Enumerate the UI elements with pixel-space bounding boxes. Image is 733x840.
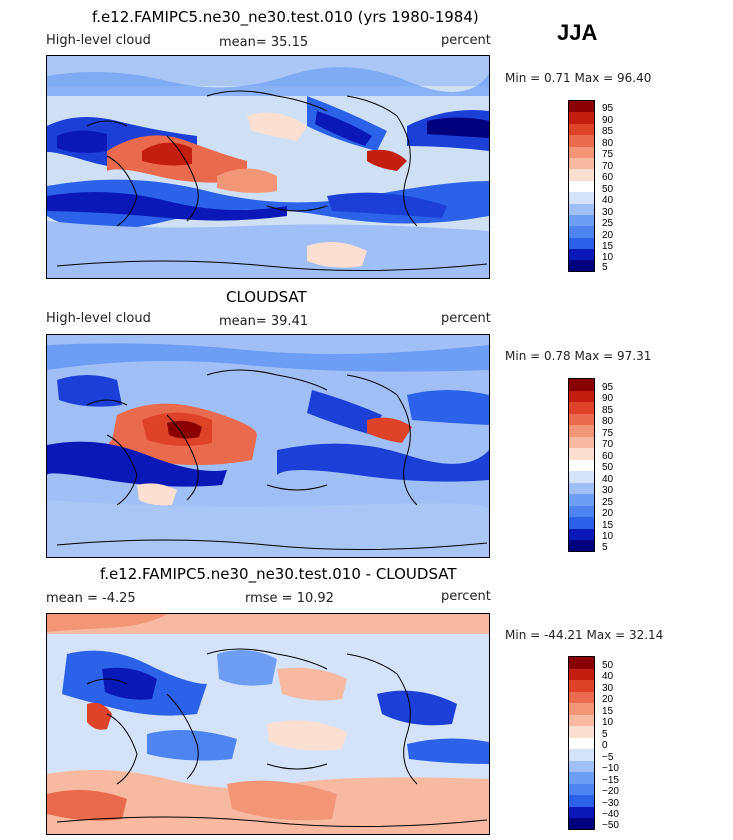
colorbar-tick-label: 50 <box>602 462 614 473</box>
colorbar-tick-label: 25 <box>602 497 614 508</box>
panel-1-left-label: High-level cloud <box>46 33 151 48</box>
colorbar-tick-label: 30 <box>602 485 614 496</box>
panel-2-map <box>46 334 490 558</box>
colorbar-tick-label: 60 <box>602 451 614 462</box>
colorbar-tick-label: −50 <box>602 820 619 831</box>
colorbar-tick-label: 20 <box>602 230 614 241</box>
panel-3-mean-label: mean = -4.25 <box>46 591 136 606</box>
colorbar-tick-label: 40 <box>602 474 614 485</box>
colorbar-tick-label: −5 <box>602 752 614 763</box>
panel-3-rmse-label: rmse = 10.92 <box>245 591 334 606</box>
panel-3-colorbar-swatches <box>568 656 595 830</box>
panel-1-colorbar: 95 90 85 80 75 70 60 50 40 30 25 20 15 1… <box>568 100 638 273</box>
colorbar-tick-label: 5 <box>602 542 608 553</box>
colorbar-tick-label: −30 <box>602 798 619 809</box>
colorbar-tick-label: −20 <box>602 786 619 797</box>
colorbar-tick-label: 60 <box>602 172 614 183</box>
panel-3-colorbar: 50 40 30 20 15 10 5 0 −5 −10 −15 −20 −30… <box>568 656 638 831</box>
panel-2-units-label: percent <box>441 311 491 326</box>
colorbar-tick-label: 75 <box>602 428 614 439</box>
colorbar-tick-label: 20 <box>602 508 614 519</box>
panel-2-colorbar-swatches <box>568 378 595 552</box>
colorbar-tick-label: 20 <box>602 694 614 705</box>
panel-1-mean-label: mean= 35.15 <box>219 35 309 50</box>
colorbar-tick-label: 10 <box>602 252 614 263</box>
colorbar-tick-label: 90 <box>602 393 614 404</box>
panel-3-field <box>47 614 489 834</box>
colorbar-tick-label: −10 <box>602 763 619 774</box>
colorbar-tick-label: 10 <box>602 717 614 728</box>
colorbar-tick-label: 40 <box>602 671 614 682</box>
colorbar-tick-label: 30 <box>602 683 614 694</box>
panel-2-left-label: High-level cloud <box>46 311 151 326</box>
colorbar-tick-label: 90 <box>602 115 614 126</box>
panel-1-field <box>47 56 489 278</box>
panel-1-units-label: percent <box>441 33 491 48</box>
panel-1-title: f.e12.FAMIPC5.ne30_ne30.test.010 (yrs 19… <box>92 8 479 26</box>
colorbar-tick-label: 50 <box>602 660 614 671</box>
colorbar-tick-label: 80 <box>602 416 614 427</box>
colorbar-tick-label: 15 <box>602 520 614 531</box>
colorbar-tick-label: 70 <box>602 161 614 172</box>
panel-3-units-label: percent <box>441 589 491 604</box>
panel-2-minmax: Min = 0.78 Max = 97.31 <box>505 349 652 363</box>
colorbar-tick-label: 40 <box>602 195 614 206</box>
colorbar-tick-label: 75 <box>602 149 614 160</box>
colorbar-tick-label: 95 <box>602 382 614 393</box>
panel-1-colorbar-swatches <box>568 100 595 272</box>
colorbar-tick-label: 10 <box>602 531 614 542</box>
colorbar-tick-label: 25 <box>602 218 614 229</box>
panel-3-map <box>46 613 490 835</box>
panel-3-minmax: Min = -44.21 Max = 32.14 <box>505 628 664 642</box>
colorbar-tick-label: 50 <box>602 184 614 195</box>
panel-2-colorbar: 95 90 85 80 75 70 60 50 40 30 25 20 15 1… <box>568 378 638 553</box>
colorbar-tick-label: 15 <box>602 241 614 252</box>
colorbar-tick-label: 15 <box>602 706 614 717</box>
colorbar-tick-label: 5 <box>602 262 608 273</box>
panel-1-minmax: Min = 0.71 Max = 96.40 <box>505 71 652 85</box>
colorbar-tick-label: 70 <box>602 439 614 450</box>
colorbar-tick-label: 30 <box>602 207 614 218</box>
colorbar-tick-label: 85 <box>602 405 614 416</box>
colorbar-tick-label: 85 <box>602 126 614 137</box>
panel-2-field <box>47 335 489 557</box>
colorbar-tick-label: 0 <box>602 740 608 751</box>
colorbar-tick-label: −40 <box>602 809 619 820</box>
panel-2-title: CLOUDSAT <box>226 288 307 306</box>
colorbar-tick-label: 80 <box>602 138 614 149</box>
colorbar-tick-label: −15 <box>602 775 619 786</box>
colorbar-tick-label: 5 <box>602 729 608 740</box>
panel-2-mean-label: mean= 39.41 <box>219 314 309 329</box>
panel-1-map <box>46 55 490 279</box>
colorbar-tick-label: 95 <box>602 103 614 114</box>
season-label: JJA <box>557 20 598 45</box>
panel-3-title: f.e12.FAMIPC5.ne30_ne30.test.010 - CLOUD… <box>100 565 457 583</box>
